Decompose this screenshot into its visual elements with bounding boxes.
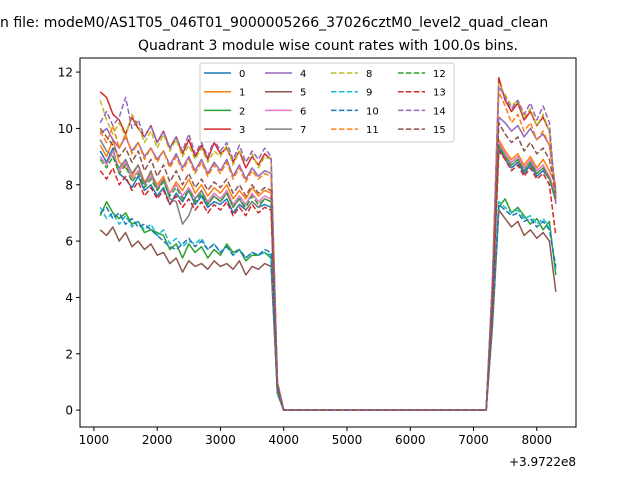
- chart-title: Quadrant 3 module wise count rates with …: [138, 38, 518, 54]
- legend-label-0: 0: [239, 69, 245, 80]
- y-tick-label: 10: [58, 122, 73, 136]
- x-tick-label: 1000: [79, 433, 110, 447]
- series-line-9: [99, 200, 557, 411]
- series-line-5: [99, 209, 557, 411]
- x-tick-label: 4000: [268, 433, 299, 447]
- x-tick-label: 8000: [522, 433, 553, 447]
- y-tick-label: 0: [65, 404, 73, 418]
- legend-label-2: 2: [239, 106, 245, 117]
- legend-label-10: 10: [366, 106, 379, 117]
- x-tick-label: 7000: [458, 433, 489, 447]
- series-lines: [99, 76, 557, 411]
- y-axis-ticks: 0 2 4 6 8 10 12: [58, 66, 80, 418]
- plot-frame: [79, 57, 577, 428]
- y-tick-label: 6: [65, 235, 73, 249]
- series-line-10: [99, 203, 557, 411]
- series-line-14: [99, 85, 557, 411]
- y-tick-label: 2: [65, 347, 73, 361]
- y-tick-label: 8: [65, 178, 73, 192]
- x-tick-label: 2000: [142, 433, 173, 447]
- legend-label-15: 15: [433, 125, 446, 136]
- y-tick-label: 4: [65, 291, 73, 305]
- legend-label-11: 11: [366, 125, 379, 136]
- y-tick-label: 12: [58, 66, 73, 80]
- legend-label-14: 14: [433, 106, 446, 117]
- x-axis-offset-label: +3.9722e8: [509, 455, 576, 469]
- series-line-13: [99, 150, 557, 411]
- legend-label-9: 9: [366, 88, 372, 99]
- legend-box: [199, 62, 455, 143]
- legend-label-3: 3: [239, 125, 245, 136]
- legend-label-13: 13: [433, 88, 446, 99]
- legend-label-12: 12: [433, 69, 446, 80]
- series-line-4: [99, 116, 557, 411]
- legend-label-4: 4: [300, 69, 306, 80]
- legend-label-6: 6: [300, 106, 306, 117]
- x-tick-label: 6000: [395, 433, 426, 447]
- series-line-12: [99, 144, 557, 411]
- legend-label-1: 1: [239, 88, 245, 99]
- series-line-8: [99, 82, 557, 411]
- legend-label-5: 5: [300, 88, 306, 99]
- series-line-0: [99, 147, 557, 411]
- series-line-15: [99, 122, 557, 411]
- x-axis-ticks: 1000 2000 3000 4000 5000 6000 7000 8000: [79, 427, 552, 447]
- legend-label-8: 8: [366, 69, 372, 80]
- legend-label-7: 7: [300, 125, 306, 136]
- series-line-3: [99, 76, 557, 411]
- figure-suptitle: n file: modeM0/AS1T05_046T01_9000005266_…: [0, 15, 548, 31]
- series-line-11: [99, 91, 557, 411]
- x-tick-label: 3000: [205, 433, 236, 447]
- x-tick-label: 5000: [332, 433, 363, 447]
